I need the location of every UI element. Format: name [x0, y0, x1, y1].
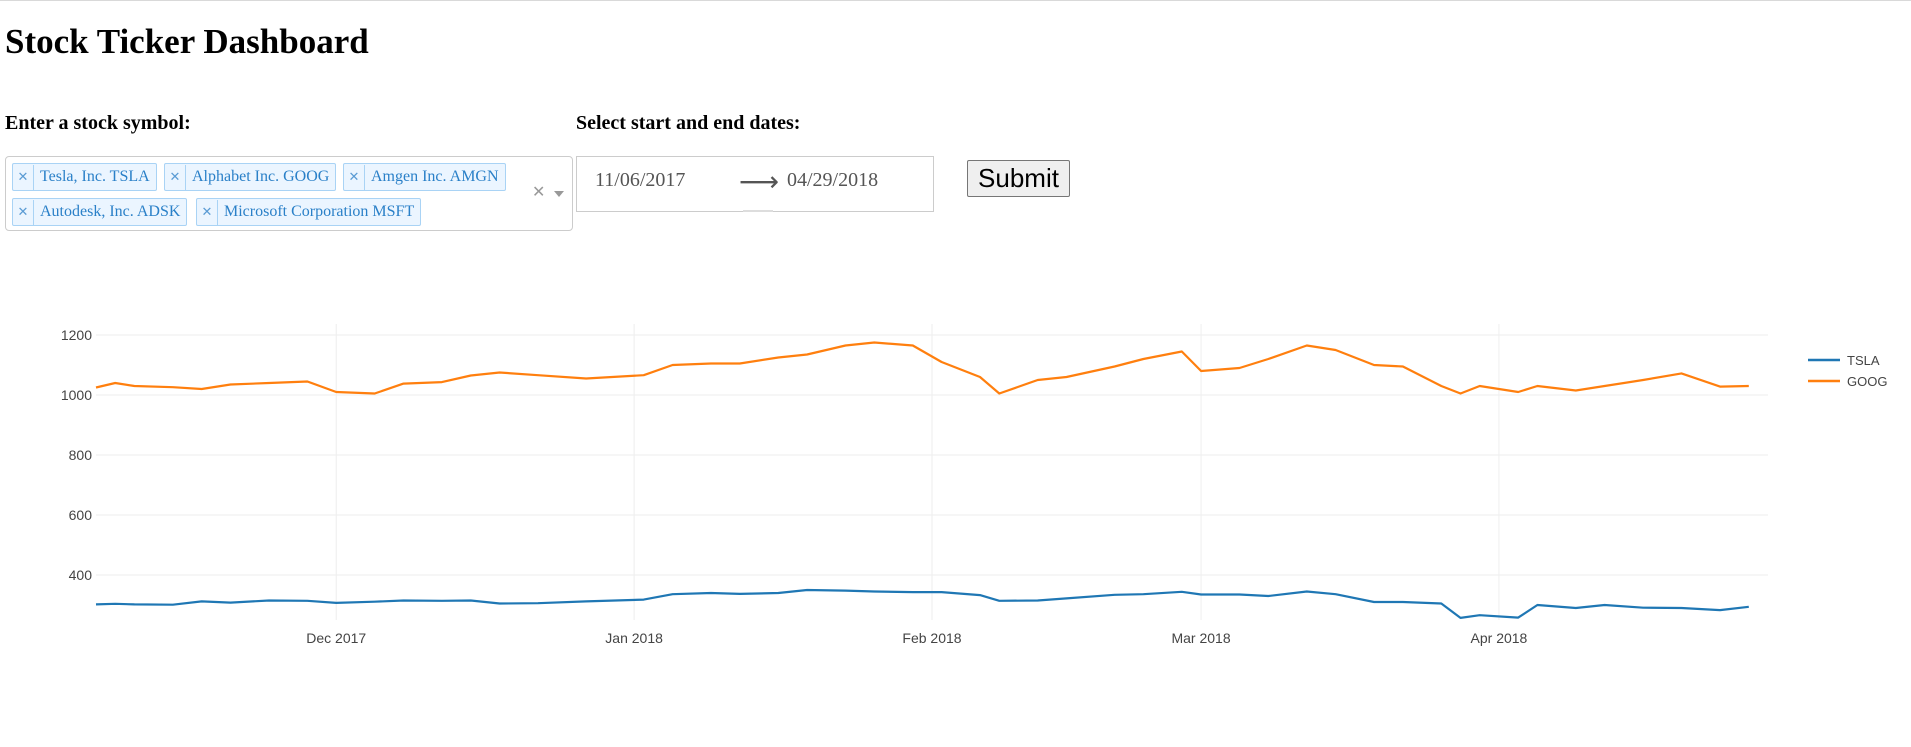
- x-tick-label: Jan 2018: [605, 630, 663, 646]
- close-icon[interactable]: ✕: [344, 165, 365, 191]
- page-title: Stock Ticker Dashboard: [5, 22, 369, 61]
- top-divider: [0, 0, 1911, 1]
- close-icon[interactable]: ✕: [13, 200, 34, 226]
- legend-label-tsla: TSLA: [1847, 353, 1880, 368]
- stock-symbol-multiselect[interactable]: ✕ Tesla, Inc. TSLA ✕ Alphabet Inc. GOOG ✕ A…: [5, 156, 573, 231]
- selected-symbol-chip: ✕ Microsoft Corporation MSFT: [196, 198, 422, 226]
- chip-label: Tesla, Inc. TSLA: [40, 168, 150, 185]
- x-tick-label: Apr 2018: [1471, 630, 1528, 646]
- y-tick-label: 800: [69, 447, 93, 463]
- date-range-picker[interactable]: ⟶: [576, 156, 934, 212]
- active-date-underline: [743, 210, 773, 212]
- chip-label: Alphabet Inc. GOOG: [192, 168, 330, 185]
- close-icon[interactable]: ✕: [197, 200, 218, 226]
- chip-label: Microsoft Corporation MSFT: [224, 203, 415, 220]
- x-tick-label: Mar 2018: [1171, 630, 1230, 646]
- chip-label: Autodesk, Inc. ADSK: [40, 203, 181, 220]
- symbol-label: Enter a stock symbol:: [5, 112, 191, 134]
- y-tick-label: 400: [69, 567, 93, 583]
- x-tick-label: Feb 2018: [902, 630, 961, 646]
- close-icon[interactable]: ✕: [13, 165, 34, 191]
- selected-symbol-chip: ✕ Amgen Inc. AMGN: [343, 163, 506, 191]
- y-tick-label: 600: [69, 507, 93, 523]
- clear-icon[interactable]: ✕: [532, 182, 546, 201]
- arrow-right-icon: ⟶: [739, 165, 780, 198]
- selected-symbol-chip: ✕ Autodesk, Inc. ADSK: [12, 198, 188, 226]
- submit-button[interactable]: Submit: [967, 160, 1070, 197]
- selected-symbol-chip: ✕ Tesla, Inc. TSLA: [12, 163, 157, 191]
- close-icon[interactable]: ✕: [165, 165, 186, 191]
- end-date-input[interactable]: [787, 169, 917, 192]
- x-tick-label: Dec 2017: [306, 630, 366, 646]
- stock-price-chart: 400 600 800 1000 1200 Dec 2017 Jan 2018 Feb 201…: [61, 324, 1887, 646]
- selected-symbol-chip: ✕ Alphabet Inc. GOOG: [164, 163, 337, 191]
- start-date-input[interactable]: [595, 169, 725, 192]
- series-line-goog: [95, 341, 1749, 395]
- chevron-down-icon[interactable]: [554, 191, 564, 197]
- dates-label: Select start and end dates:: [576, 112, 801, 134]
- series-line-tsla: [95, 588, 1749, 619]
- legend-label-goog: GOOG: [1847, 374, 1887, 389]
- y-tick-label: 1000: [61, 387, 92, 403]
- y-tick-label: 1200: [61, 327, 92, 343]
- chip-label: Amgen Inc. AMGN: [371, 168, 499, 185]
